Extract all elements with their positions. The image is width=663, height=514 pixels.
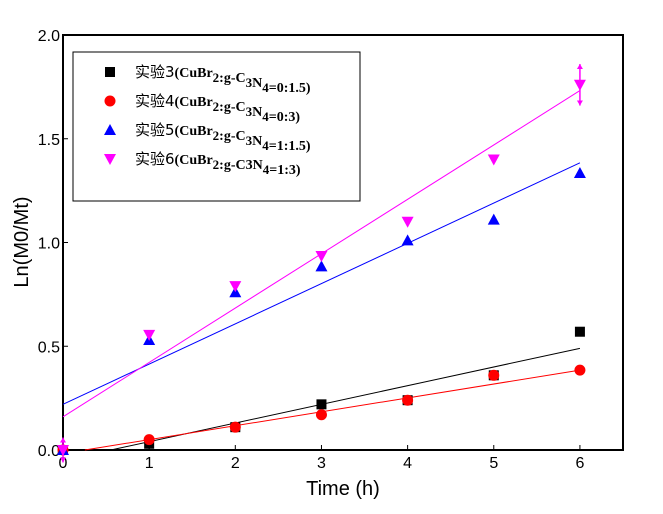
error-cap <box>60 457 66 463</box>
data-point-4 <box>315 409 327 421</box>
data-point-4 <box>143 434 155 446</box>
data-point-4 <box>574 364 586 376</box>
legend: 实验3(CuBr2:g-C3N4=0:1.5)实验4(CuBr2:g-C3N4=… <box>72 51 361 202</box>
y-tick-label: 0.0 <box>38 443 60 460</box>
data-point-6 <box>143 329 156 341</box>
data-point-6 <box>573 79 586 91</box>
legend-entry: 实验4(CuBr2:g-C3N4=0:3) <box>135 92 300 125</box>
data-point-3 <box>316 399 327 410</box>
legend-marker <box>104 154 116 165</box>
y-tick-label: 2.0 <box>38 28 60 45</box>
data-point-4 <box>402 394 414 406</box>
y-tick-label: 0.5 <box>38 339 60 356</box>
error-cap <box>576 100 583 106</box>
legend-entry: 实验3(CuBr2:g-C3N4=0:1.5) <box>135 63 311 96</box>
x-tick-label: 5 <box>489 455 498 472</box>
x-tick-label: 2 <box>231 455 240 472</box>
y-tick-label: 1.5 <box>38 132 60 149</box>
data-point-6 <box>401 216 414 228</box>
fit-line-5 <box>62 162 581 405</box>
legend-entry: 实验6(CuBr2:g-C3N4=1:3) <box>135 150 301 178</box>
x-tick-label: 4 <box>403 455 412 472</box>
x-tick-label: 1 <box>145 455 154 472</box>
fit-line-4 <box>84 369 581 451</box>
x-axis-label: Time (h) <box>306 478 380 500</box>
y-axis-label: Ln(M0/Mt) <box>11 196 33 287</box>
error-cap <box>576 64 583 70</box>
legend-marker <box>105 67 115 77</box>
data-point-6 <box>315 250 328 262</box>
data-point-5 <box>573 166 586 178</box>
error-cap <box>60 437 66 443</box>
x-tick-label: 0 <box>59 455 68 472</box>
data-point-5 <box>487 213 500 225</box>
x-tick-label: 6 <box>575 455 584 472</box>
data-point-4 <box>488 369 500 381</box>
data-point-4 <box>229 421 241 433</box>
x-tick-label: 3 <box>317 455 326 472</box>
legend-box <box>72 51 361 202</box>
data-point-6 <box>487 154 500 166</box>
data-point-6 <box>229 281 242 293</box>
legend-marker <box>104 95 116 107</box>
y-tick-label: 1.0 <box>38 236 60 253</box>
data-point-6 <box>57 445 69 456</box>
legend-entry: 实验5(CuBr2:g-C3N4=1:1.5) <box>135 121 311 154</box>
data-point-5 <box>315 260 328 272</box>
legend-marker <box>104 124 116 135</box>
data-point-3 <box>574 326 585 337</box>
data-point-5 <box>401 234 414 246</box>
